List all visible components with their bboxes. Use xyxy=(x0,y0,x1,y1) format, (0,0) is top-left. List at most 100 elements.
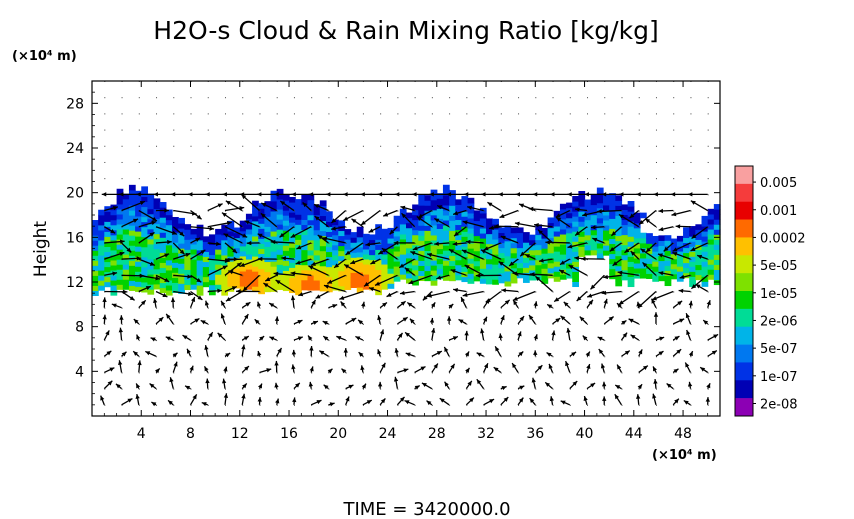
cloud-cell xyxy=(664,265,672,271)
wind-vector xyxy=(153,192,174,197)
cloud-cell xyxy=(202,271,210,278)
grid-dot xyxy=(242,242,244,244)
wind-vector xyxy=(360,365,365,373)
cloud-cell xyxy=(375,264,382,271)
wind-vector xyxy=(241,383,248,390)
cloud-cell xyxy=(473,235,481,242)
cloud-cell xyxy=(572,281,579,288)
cloud-cell xyxy=(467,207,475,214)
cloud-cell xyxy=(202,256,210,263)
cloud-cell xyxy=(535,259,543,266)
cloud-cell xyxy=(325,216,333,222)
wind-vector xyxy=(653,379,658,389)
wind-vector xyxy=(307,335,313,341)
cloud-cell xyxy=(406,257,413,264)
cloud-cell xyxy=(122,223,130,230)
wind-vector xyxy=(645,242,657,253)
cloud-cell xyxy=(165,214,173,221)
cloud-cell xyxy=(369,254,376,261)
grid-dot xyxy=(242,161,244,163)
grid-dot xyxy=(655,242,657,244)
cloud-cell xyxy=(159,262,167,268)
grid-dot xyxy=(259,178,261,180)
wind-vector xyxy=(601,290,622,296)
grid-dot xyxy=(569,178,571,180)
cloud-cell xyxy=(122,279,130,285)
cloud-cell xyxy=(98,270,105,276)
cloud-cell xyxy=(418,200,426,206)
grid-dot xyxy=(380,259,382,261)
cloud-cell xyxy=(510,232,518,239)
x-tick-label: 4 xyxy=(137,426,146,442)
cloud-cell xyxy=(615,265,623,272)
cloud-cell xyxy=(172,232,179,238)
wind-vector xyxy=(190,274,202,283)
grid-dot xyxy=(638,242,640,244)
cloud-cell xyxy=(615,260,623,267)
cloud-cell xyxy=(436,238,444,245)
grid-dot xyxy=(587,259,589,261)
cloud-cell xyxy=(276,193,284,200)
cloud-cell xyxy=(412,264,419,271)
cloud-cell xyxy=(664,240,672,246)
wind-vector xyxy=(567,192,588,197)
cloud-cell xyxy=(498,277,506,284)
cloud-cell xyxy=(110,285,118,291)
cloud-cell xyxy=(332,269,339,276)
cloud-cell xyxy=(566,237,573,244)
cloud-cell xyxy=(227,261,235,267)
cloud-cell xyxy=(258,258,265,265)
cloud-cell xyxy=(208,284,216,291)
cloud-cell xyxy=(159,257,167,263)
cloud-cell xyxy=(646,253,653,259)
grid-dot xyxy=(259,242,261,244)
cloud-cell xyxy=(362,268,370,275)
cloud-cell xyxy=(486,273,493,280)
cloud-cell xyxy=(147,218,155,225)
cloud-cell xyxy=(442,245,450,251)
grid-dot xyxy=(466,226,468,228)
grid-dot xyxy=(104,97,106,99)
cloud-cell xyxy=(369,234,376,241)
cloud-cell xyxy=(504,275,512,282)
cloud-cell xyxy=(147,233,155,240)
cloud-cell xyxy=(615,235,623,242)
cloud-cell xyxy=(646,233,653,239)
cloud-cell xyxy=(399,218,407,225)
cloud-cell xyxy=(449,200,456,206)
cloud-cell xyxy=(98,229,105,236)
grid-dot xyxy=(466,242,468,244)
wind-vector xyxy=(638,349,643,357)
wind-vector xyxy=(362,399,373,406)
colorbar-swatch xyxy=(735,344,753,363)
grid-dot xyxy=(655,372,657,374)
grid-dot xyxy=(638,178,640,180)
wind-vector xyxy=(409,318,416,325)
grid-dot xyxy=(362,161,364,163)
cloud-cell xyxy=(461,276,469,283)
cloud-cell xyxy=(449,225,456,231)
wind-vector xyxy=(414,365,426,374)
grid-dot xyxy=(518,323,520,325)
cloud-cell xyxy=(603,219,610,226)
grid-dot xyxy=(328,129,330,131)
wind-vector xyxy=(651,290,674,301)
wind-vector xyxy=(546,303,553,309)
cloud-cell xyxy=(135,195,142,202)
wind-vector xyxy=(453,287,467,293)
grid-dot xyxy=(621,145,623,147)
cloud-cell xyxy=(375,279,382,286)
cloud-cell xyxy=(547,252,555,259)
wind-vector xyxy=(514,221,536,228)
cloud-cell xyxy=(381,228,389,235)
wind-vector xyxy=(480,328,485,341)
wind-vector xyxy=(614,393,623,406)
cloud-cell xyxy=(159,247,167,253)
cloud-cell xyxy=(350,257,358,263)
cloud-cell xyxy=(245,218,253,225)
wind-vector xyxy=(290,295,296,308)
cloud-cell xyxy=(202,251,210,258)
wind-vector xyxy=(207,288,222,293)
cloud-cell xyxy=(455,199,463,205)
cloud-cell xyxy=(165,289,173,296)
